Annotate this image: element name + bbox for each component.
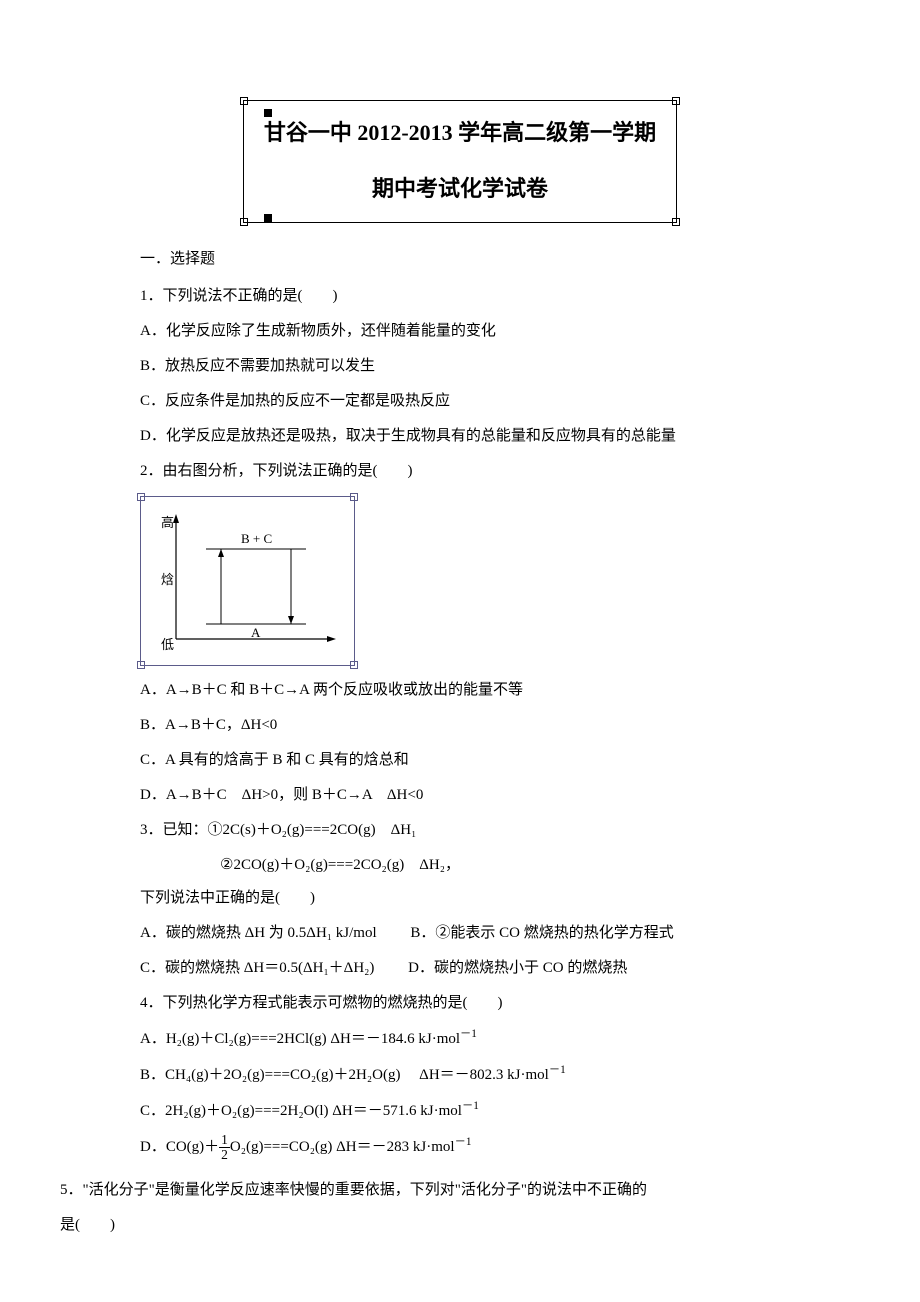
q4-opt-b-text: B．CH₄(g)＋2O₂(g)===CO₂(g)＋2H₂O(g) ΔH＝－802… <box>140 1067 549 1083</box>
diagram-y-top: 高 <box>161 515 174 530</box>
section-1-label: 一．选择题 <box>140 243 860 276</box>
frac-den: 2 <box>219 1148 230 1162</box>
q2-opt-a: A．A→B＋C 和 B＋C→A 两个反应吸收或放出的能量不等 <box>140 674 860 707</box>
q1-opt-c: C．反应条件是加热的反应不一定都是吸热反应 <box>140 385 860 418</box>
q4-opt-b: B．CH₄(g)＋2O₂(g)===CO₂(g)＋2H₂O(g) ΔH＝－802… <box>140 1058 860 1092</box>
q3-row-ab: A．碳的燃烧热 ΔH 为 0.5ΔH₁ kJ/mol B．②能表示 CO 燃烧热… <box>140 917 860 950</box>
enthalpy-diagram: 高 焓 低 B + C A <box>140 496 355 666</box>
q4-opt-a: A．H₂(g)＋Cl₂(g)===2HCl(g) ΔH＝－184.6 kJ·mo… <box>140 1022 860 1056</box>
q3-opt-d: D．碳的燃烧热小于 CO 的燃烧热 <box>408 960 627 976</box>
q2-stem: 2．由右图分析，下列说法正确的是( ) <box>140 455 860 488</box>
q1-opt-b: B．放热反应不需要加热就可以发生 <box>140 350 860 383</box>
q1-opt-d: D．化学反应是放热还是吸热，取决于生成物具有的总能量和反应物具有的总能量 <box>140 420 860 453</box>
q3-stem: 3．已知：①2C(s)＋O₂(g)===2CO(g) ΔH₁ <box>140 814 860 847</box>
q5-stem: 5．"活化分子"是衡量化学反应速率快慢的重要依据，下列对"活化分子"的说法中不正… <box>60 1174 860 1207</box>
q3-cont: 下列说法中正确的是( ) <box>140 882 860 915</box>
q4-opt-a-text: A．H₂(g)＋Cl₂(g)===2HCl(g) ΔH＝－184.6 kJ·mo… <box>140 1031 460 1047</box>
enthalpy-svg: 高 焓 低 B + C A <box>151 509 346 654</box>
q5-cont: 是( ) <box>60 1209 860 1242</box>
diagram-bottom-label: A <box>251 625 261 640</box>
q4-stem: 4．下列热化学方程式能表示可燃物的燃烧热的是( ) <box>140 987 860 1020</box>
q3-row-cd: C．碳的燃烧热 ΔH＝0.5(ΔH₁＋ΔH₂) D．碳的燃烧热小于 CO 的燃烧… <box>140 952 860 985</box>
q4-opt-d-pre2: O₂(g)===CO₂(g) ΔH＝－283 kJ·mol <box>230 1139 455 1155</box>
q4-opt-d-pre1: D．CO(g)＋ <box>140 1139 219 1155</box>
diagram-y-mid: 焓 <box>161 572 174 587</box>
q4-opt-c: C．2H₂(g)＋O₂(g)===2H₂O(l) ΔH＝－571.6 kJ·mo… <box>140 1094 860 1128</box>
q5-area: 5．"活化分子"是衡量化学反应速率快慢的重要依据，下列对"活化分子"的说法中不正… <box>60 1174 860 1242</box>
q4-opt-c-text: C．2H₂(g)＋O₂(g)===2H₂O(l) ΔH＝－571.6 kJ·mo… <box>140 1103 462 1119</box>
q2-opt-b: B．A→B＋C，ΔH<0 <box>140 709 860 742</box>
q1-stem: 1．下列说法不正确的是( ) <box>140 280 860 313</box>
q3-opt-b: B．②能表示 CO 燃烧热的热化学方程式 <box>410 925 673 941</box>
q1-opt-a: A．化学反应除了生成新物质外，还伴随着能量的变化 <box>140 315 860 348</box>
one-half-fraction: 12 <box>219 1133 230 1161</box>
exam-title-box: 甘谷一中 2012-2013 学年高二级第一学期 期中考试化学试卷 <box>243 100 677 223</box>
diagram-y-bottom: 低 <box>161 637 174 652</box>
frac-num: 1 <box>219 1133 230 1148</box>
q3-sub: ②2CO(g)＋O₂(g)===2CO₂(g) ΔH₂， <box>220 849 860 882</box>
q2-opt-d: D．A→B＋C ΔH>0，则 B＋C→A ΔH<0 <box>140 779 860 812</box>
diagram-top-label: B + C <box>241 531 272 546</box>
title-line-2: 期中考试化学试卷 <box>264 165 656 213</box>
q2-opt-c: C．A 具有的焓高于 B 和 C 具有的焓总和 <box>140 744 860 777</box>
q4-opt-d: D．CO(g)＋12O₂(g)===CO₂(g) ΔH＝－283 kJ·mol－… <box>140 1130 860 1164</box>
content-area: 一．选择题 1．下列说法不正确的是( ) A．化学反应除了生成新物质外，还伴随着… <box>140 243 860 1164</box>
q3-opt-c: C．碳的燃烧热 ΔH＝0.5(ΔH₁＋ΔH₂) <box>140 960 374 976</box>
q3-opt-a: A．碳的燃烧热 ΔH 为 0.5ΔH₁ kJ/mol <box>140 925 377 941</box>
title-line-1: 甘谷一中 2012-2013 学年高二级第一学期 <box>264 109 656 157</box>
